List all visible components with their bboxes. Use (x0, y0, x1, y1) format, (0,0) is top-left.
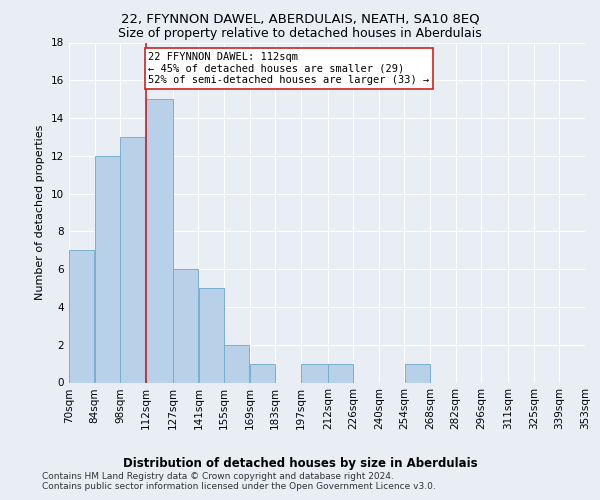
Text: Distribution of detached houses by size in Aberdulais: Distribution of detached houses by size … (122, 458, 478, 470)
Bar (95, 156, 120, 382)
Text: Size of property relative to detached houses in Aberdulais: Size of property relative to detached ho… (118, 28, 482, 40)
Bar (224, 344, 250, 383)
Bar (173, 269, 199, 382)
Text: Contains HM Land Registry data © Crown copyright and database right 2024.
Contai: Contains HM Land Registry data © Crown c… (42, 472, 436, 491)
Bar (69, 250, 94, 382)
Text: 22 FFYNNON DAWEL: 112sqm
← 45% of detached houses are smaller (29)
52% of semi-d: 22 FFYNNON DAWEL: 112sqm ← 45% of detach… (148, 52, 430, 85)
Y-axis label: Number of detached properties: Number of detached properties (35, 125, 46, 300)
Bar (328, 364, 353, 382)
Bar (404, 364, 430, 382)
Bar (120, 137, 145, 382)
Bar (146, 99, 173, 382)
Bar (301, 364, 328, 382)
Bar (199, 288, 224, 382)
Text: 22, FFYNNON DAWEL, ABERDULAIS, NEATH, SA10 8EQ: 22, FFYNNON DAWEL, ABERDULAIS, NEATH, SA… (121, 12, 479, 26)
Bar (250, 364, 275, 382)
